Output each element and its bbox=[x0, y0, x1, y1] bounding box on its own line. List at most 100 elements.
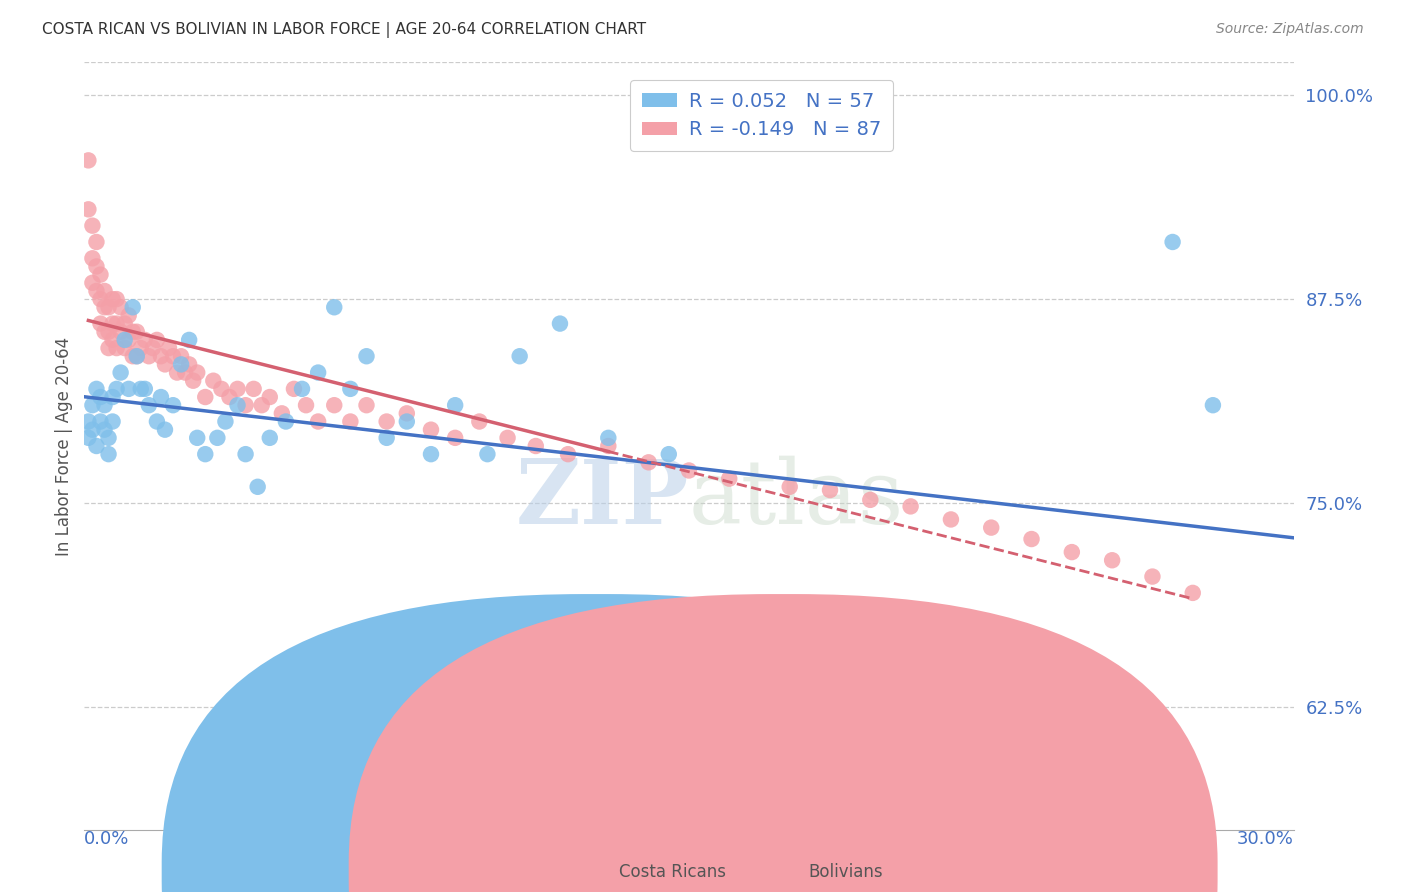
Point bbox=[186, 366, 208, 380]
Point bbox=[121, 349, 143, 363]
Legend: R = 0.052   N = 57, R = -0.149   N = 87: R = 0.052 N = 57, R = -0.149 N = 87 bbox=[630, 79, 893, 151]
Text: atlas: atlas bbox=[689, 456, 904, 543]
Point bbox=[291, 382, 314, 396]
Point bbox=[214, 415, 236, 429]
Point bbox=[166, 366, 188, 380]
Point bbox=[235, 398, 257, 412]
Point bbox=[226, 398, 249, 412]
Point bbox=[170, 349, 193, 363]
Point bbox=[77, 153, 100, 168]
Point bbox=[110, 300, 132, 314]
Point bbox=[1021, 532, 1043, 546]
Point bbox=[174, 366, 197, 380]
Point bbox=[86, 235, 108, 249]
Point bbox=[118, 309, 141, 323]
Point bbox=[89, 317, 111, 331]
Point bbox=[101, 390, 124, 404]
Point bbox=[496, 431, 519, 445]
Point bbox=[181, 374, 204, 388]
Point bbox=[246, 480, 269, 494]
Point bbox=[153, 423, 176, 437]
Text: 30.0%: 30.0% bbox=[1237, 830, 1294, 847]
Point bbox=[307, 366, 329, 380]
Point bbox=[194, 447, 217, 461]
Point bbox=[420, 423, 443, 437]
Point bbox=[259, 390, 281, 404]
Point bbox=[97, 447, 120, 461]
Point bbox=[900, 500, 922, 514]
Point bbox=[548, 317, 571, 331]
Point bbox=[86, 260, 108, 274]
Point bbox=[134, 333, 156, 347]
Point bbox=[202, 374, 225, 388]
Point bbox=[420, 447, 443, 461]
Point bbox=[97, 431, 120, 445]
Point bbox=[97, 341, 120, 355]
Point bbox=[149, 390, 172, 404]
Point bbox=[557, 447, 579, 461]
Point bbox=[235, 447, 257, 461]
Point bbox=[86, 284, 108, 298]
Point bbox=[1101, 553, 1123, 567]
Point bbox=[146, 333, 169, 347]
Point bbox=[295, 398, 318, 412]
Point bbox=[242, 382, 264, 396]
Point bbox=[179, 333, 201, 347]
FancyBboxPatch shape bbox=[162, 594, 1031, 892]
Point bbox=[444, 398, 467, 412]
Point bbox=[142, 341, 165, 355]
Point bbox=[194, 390, 217, 404]
Point bbox=[939, 512, 962, 526]
Point bbox=[259, 431, 281, 445]
Point bbox=[218, 390, 240, 404]
Point bbox=[323, 300, 346, 314]
Point bbox=[89, 390, 111, 404]
Point bbox=[101, 292, 124, 306]
Point bbox=[375, 431, 398, 445]
Point bbox=[129, 341, 152, 355]
Point bbox=[93, 325, 115, 339]
Point bbox=[818, 483, 841, 497]
Point bbox=[468, 415, 491, 429]
Point bbox=[186, 431, 208, 445]
Point bbox=[125, 325, 148, 339]
Point bbox=[89, 268, 111, 282]
Point bbox=[105, 382, 128, 396]
Point bbox=[738, 692, 761, 706]
Text: ZIP: ZIP bbox=[516, 456, 689, 543]
FancyBboxPatch shape bbox=[349, 594, 1218, 892]
Point bbox=[598, 431, 620, 445]
Point bbox=[125, 349, 148, 363]
Point bbox=[121, 300, 143, 314]
Point bbox=[209, 382, 232, 396]
Point bbox=[250, 398, 273, 412]
Point bbox=[97, 325, 120, 339]
Point bbox=[82, 276, 104, 290]
Point bbox=[779, 480, 801, 494]
Point bbox=[114, 317, 136, 331]
Point bbox=[146, 415, 169, 429]
Point bbox=[89, 415, 111, 429]
Point bbox=[179, 358, 201, 372]
Point bbox=[129, 382, 152, 396]
Point bbox=[1060, 545, 1083, 559]
Point bbox=[121, 325, 143, 339]
Text: Source: ZipAtlas.com: Source: ZipAtlas.com bbox=[1216, 22, 1364, 37]
Point bbox=[105, 317, 128, 331]
Point bbox=[1161, 235, 1184, 249]
Point bbox=[339, 415, 361, 429]
Point bbox=[105, 341, 128, 355]
Point bbox=[82, 219, 104, 233]
Text: Costa Ricans: Costa Ricans bbox=[619, 863, 725, 881]
Point bbox=[162, 398, 184, 412]
Point bbox=[125, 349, 148, 363]
Point bbox=[89, 292, 111, 306]
Point bbox=[162, 349, 184, 363]
Point bbox=[105, 292, 128, 306]
Point bbox=[86, 439, 108, 453]
Point bbox=[658, 447, 681, 461]
Point bbox=[356, 398, 378, 412]
Point bbox=[77, 415, 100, 429]
Point bbox=[110, 366, 132, 380]
Point bbox=[86, 382, 108, 396]
